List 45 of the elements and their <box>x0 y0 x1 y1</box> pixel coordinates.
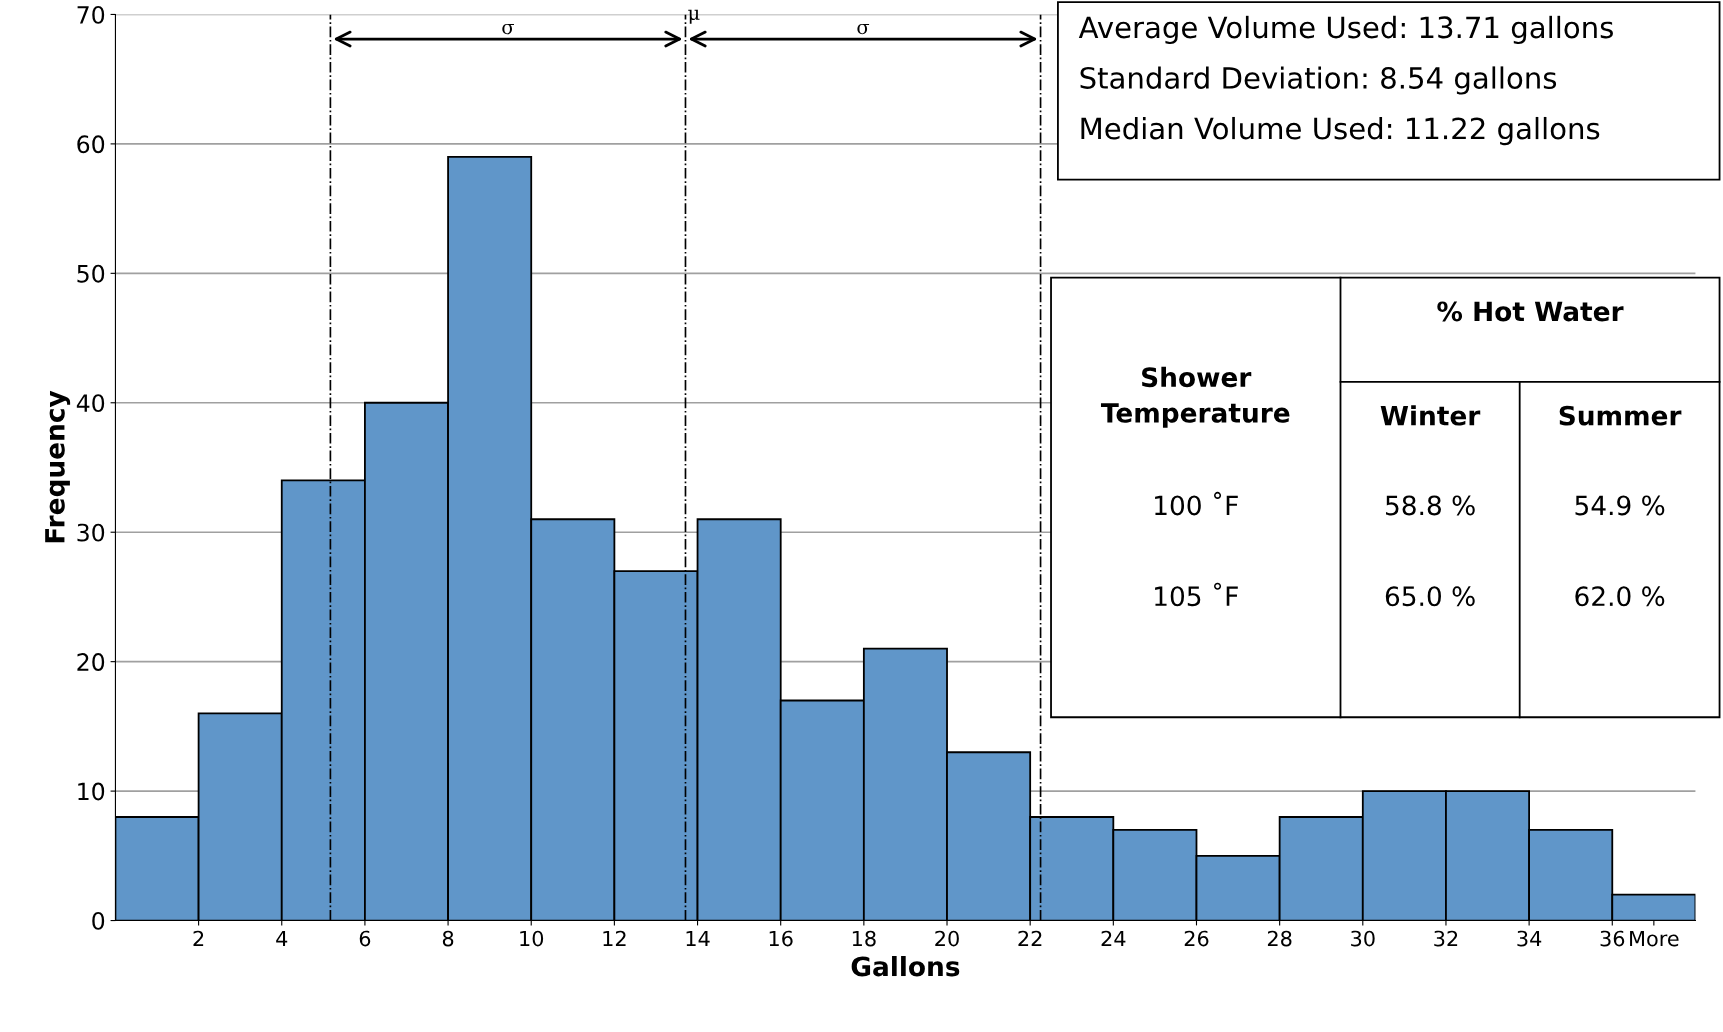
y-tick-label: 30 <box>77 523 105 542</box>
annotation: 58.8 % <box>1386 495 1475 516</box>
x-tick-label: 6 <box>359 930 371 947</box>
annotation: Standard Deviation: 8.54 gallons <box>1080 66 1557 95</box>
x-tick-label: 4 <box>276 930 288 947</box>
x-tick-label: More <box>1630 930 1679 947</box>
x-tick-label: 26 <box>1184 930 1209 947</box>
y-axis-title: Frequency <box>45 390 71 543</box>
x-tick-label: 36 <box>1600 930 1625 947</box>
annotation: 62.0 % <box>1575 586 1665 607</box>
annotation: Winter <box>1380 405 1481 426</box>
annotation: 54.9 % <box>1575 495 1665 516</box>
x-axis-title: Gallons <box>851 955 960 977</box>
ref-line-label: μ <box>688 9 700 24</box>
y-tick-label: 50 <box>77 264 105 283</box>
annotation: Average Volume Used: 13.71 gallons <box>1078 15 1613 45</box>
x-tick-label: 10 <box>520 930 544 947</box>
x-tick-label: 30 <box>1351 930 1375 947</box>
x-tick-label: 16 <box>769 930 793 947</box>
annotation: 65.0 % <box>1385 586 1475 607</box>
x-tick-label: 22 <box>1018 930 1042 947</box>
x-tick-label: 24 <box>1101 930 1126 947</box>
x-tick-label: 2 <box>193 930 204 947</box>
annotation: Summer <box>1559 405 1682 426</box>
y-tick-label: 70 <box>77 5 105 24</box>
annotation: 100 ˚F <box>1155 491 1238 516</box>
x-tick-label: 8 <box>442 930 454 947</box>
x-tick-label: 20 <box>935 930 959 947</box>
y-tick-label: 40 <box>76 394 105 413</box>
x-tick-label: 14 <box>686 930 710 947</box>
x-tick-label: 12 <box>603 930 626 947</box>
annotation: 105 ˚F <box>1155 582 1238 607</box>
x-tick-label: 34 <box>1517 930 1542 947</box>
x-tick-label: 18 <box>852 930 876 947</box>
annotation: σ <box>857 23 870 35</box>
annotation: Shower Temperature <box>1100 366 1290 428</box>
annotation: σ <box>502 23 515 35</box>
x-tick-label: 28 <box>1267 930 1292 947</box>
x-tick-label: 32 <box>1434 930 1458 947</box>
y-tick-label: 60 <box>77 135 105 154</box>
annotation: % Hot Water <box>1437 301 1624 322</box>
annotation: Median Volume Used: 11.22 gallons <box>1081 116 1600 146</box>
y-tick-label: 10 <box>78 782 105 801</box>
y-tick-label: 20 <box>77 653 105 671</box>
y-tick-label: 0 <box>92 911 105 930</box>
